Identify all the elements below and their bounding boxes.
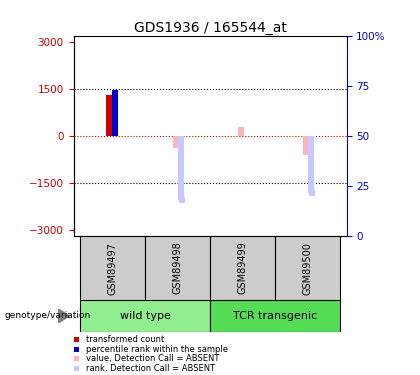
Bar [112,90,118,136]
Bar [80,300,210,332]
Bar [178,136,184,200]
Bar [238,127,244,136]
Text: rank, Detection Call = ABSENT: rank, Detection Call = ABSENT [86,364,215,373]
Bar [210,236,275,300]
Text: GSM89500: GSM89500 [302,242,312,295]
Bar [308,136,314,193]
Bar [309,190,315,196]
Text: GSM89497: GSM89497 [108,242,118,295]
Bar [210,300,340,332]
Bar [179,197,185,203]
Bar [303,136,310,155]
Text: GSM89498: GSM89498 [173,242,183,294]
Bar [275,236,340,300]
Title: GDS1936 / 165544_at: GDS1936 / 165544_at [134,21,286,34]
Bar [80,236,145,300]
Text: GSM89499: GSM89499 [237,242,247,294]
Text: transformed count: transformed count [86,335,164,344]
Text: percentile rank within the sample: percentile rank within the sample [86,345,228,354]
Text: wild type: wild type [120,311,171,321]
Polygon shape [59,309,69,322]
Text: genotype/variation: genotype/variation [4,311,90,320]
Bar [106,95,114,136]
Bar [173,136,179,147]
Text: TCR transgenic: TCR transgenic [233,311,317,321]
Text: value, Detection Call = ABSENT: value, Detection Call = ABSENT [86,354,220,363]
Bar [145,236,210,300]
